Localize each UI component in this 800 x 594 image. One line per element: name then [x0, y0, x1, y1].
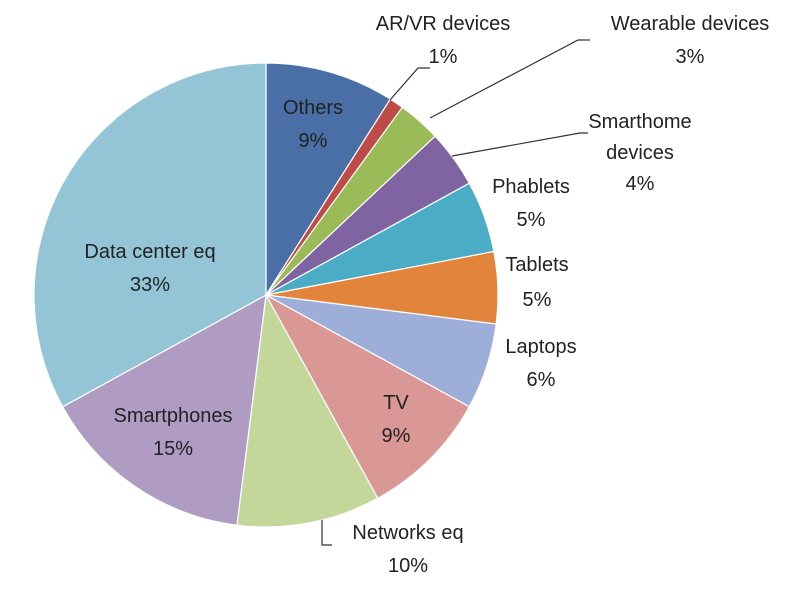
slice-label-networks-eq: Networks eq 10%	[352, 522, 463, 577]
slice-label-others: Others 9%	[283, 97, 343, 152]
leader-line-wearable-devices	[429, 39, 590, 119]
slice-name: Tablets	[505, 254, 568, 276]
slice-value: 4%	[626, 173, 655, 195]
slice-label-wearable-devices: Wearable devices 3%	[611, 13, 770, 68]
slice-value: 33%	[130, 274, 170, 296]
slice-label-data-center-eq: Data center eq 33%	[84, 241, 215, 296]
pie-slice-others	[265, 62, 392, 298]
pie-slices	[33, 62, 499, 528]
slice-value: 3%	[676, 46, 705, 68]
leader-lines	[321, 39, 590, 546]
slice-value: 9%	[299, 130, 328, 152]
slice-name: Data center eq	[84, 241, 215, 263]
slice-value: 10%	[388, 555, 428, 577]
slice-value: 15%	[153, 438, 193, 460]
pie-slice-tv	[264, 293, 471, 500]
slice-label-ar-vr-devices: AR/VR devices 1%	[376, 13, 511, 68]
leader-line-smarthome-devices	[451, 132, 588, 157]
slice-label-smarthome-devices: Smarthome devices 4%	[588, 111, 691, 195]
slice-label-phablets: Phablets 5%	[492, 176, 570, 231]
slice-name: TV	[383, 392, 409, 414]
slice-value: 5%	[517, 209, 546, 231]
slice-labels: Others 9% AR/VR devices 1% Wearable devices 3…	[84, 13, 769, 577]
slice-name: Wearable devices	[611, 13, 770, 35]
slice-name: Laptops	[505, 336, 576, 358]
slice-label-tv: TV 9%	[382, 392, 411, 447]
slice-label-tablets: Tablets 5%	[505, 254, 568, 311]
pie-slice-data-center-eq	[33, 62, 267, 408]
slice-label-laptops: Laptops 6%	[505, 336, 576, 391]
slice-name: Smartphones	[114, 405, 233, 427]
leader-line-ar-vr-devices	[389, 67, 430, 101]
slice-value: 5%	[523, 289, 552, 311]
slice-name: Networks eq	[352, 522, 463, 544]
slice-value: 9%	[382, 425, 411, 447]
slice-name-part: Smarthome	[588, 111, 691, 133]
pie-slice-networks-eq	[236, 293, 379, 528]
slice-label-smartphones: Smartphones 15%	[114, 405, 233, 460]
pie-slice-smartphones	[61, 293, 267, 526]
slice-name: Phablets	[492, 176, 570, 198]
slice-name-part: devices	[606, 142, 674, 164]
leader-line-networks-eq	[321, 520, 332, 546]
slice-name: AR/VR devices	[376, 13, 511, 35]
slice-name: Others	[283, 97, 343, 119]
slice-value: 1%	[429, 46, 458, 68]
slice-value: 6%	[527, 369, 556, 391]
